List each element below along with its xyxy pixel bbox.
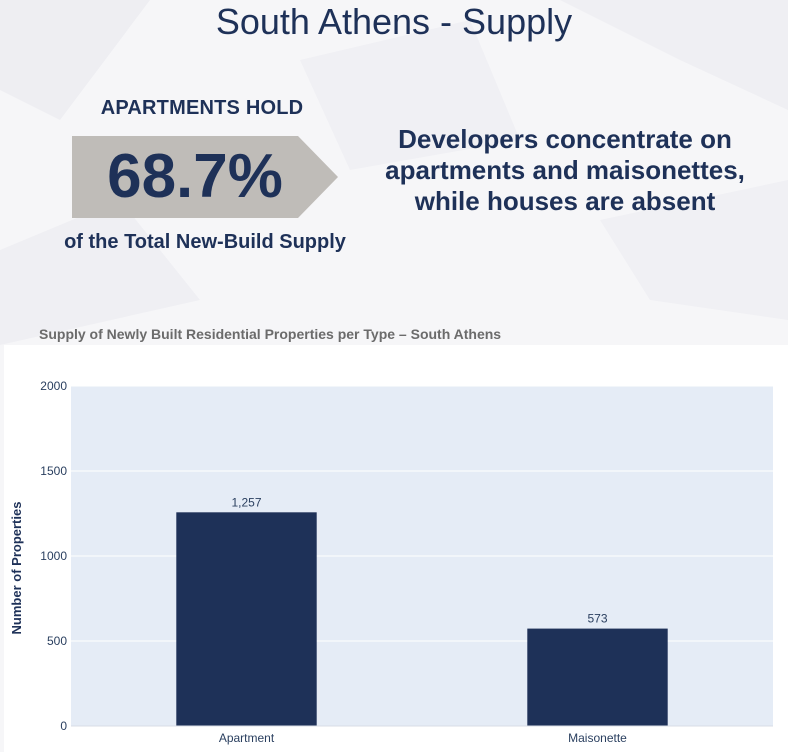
chart-title: Supply of Newly Built Residential Proper… (39, 326, 502, 342)
data-label: 573 (587, 612, 607, 626)
y-tick-label: 500 (47, 634, 67, 648)
y-tick-label: 2000 (40, 379, 67, 393)
kpi-top-label: APARTMENTS HOLD (100, 97, 304, 119)
y-axis-title: Number of Properties (9, 502, 24, 635)
bar[interactable] (527, 628, 668, 726)
x-tick-label: Apartment (219, 731, 275, 745)
chart-panel: 0 500 1000 1500 2000 1,257 Apartment 573 Maisone… (4, 345, 788, 752)
background-decoration (0, 0, 788, 345)
kpi-value: 68.7% (107, 142, 283, 211)
y-tick-label: 1500 (40, 464, 67, 478)
bar-chart: 0 500 1000 1500 2000 1,257 Apartment 573 Maisone… (9, 379, 773, 745)
page-title: South Athens - Supply (215, 1, 573, 42)
bar[interactable] (176, 512, 317, 726)
headline-text: Developers concentrate on apartments and… (385, 124, 745, 216)
data-label: 1,257 (231, 495, 261, 509)
kpi-bottom-label: of the Total New-Build Supply (64, 231, 346, 253)
x-tick-label: Maisonette (568, 731, 627, 745)
y-tick-label: 1000 (40, 549, 67, 563)
kpi-arrow-shape (72, 136, 338, 218)
y-tick-label: 0 (60, 719, 67, 733)
